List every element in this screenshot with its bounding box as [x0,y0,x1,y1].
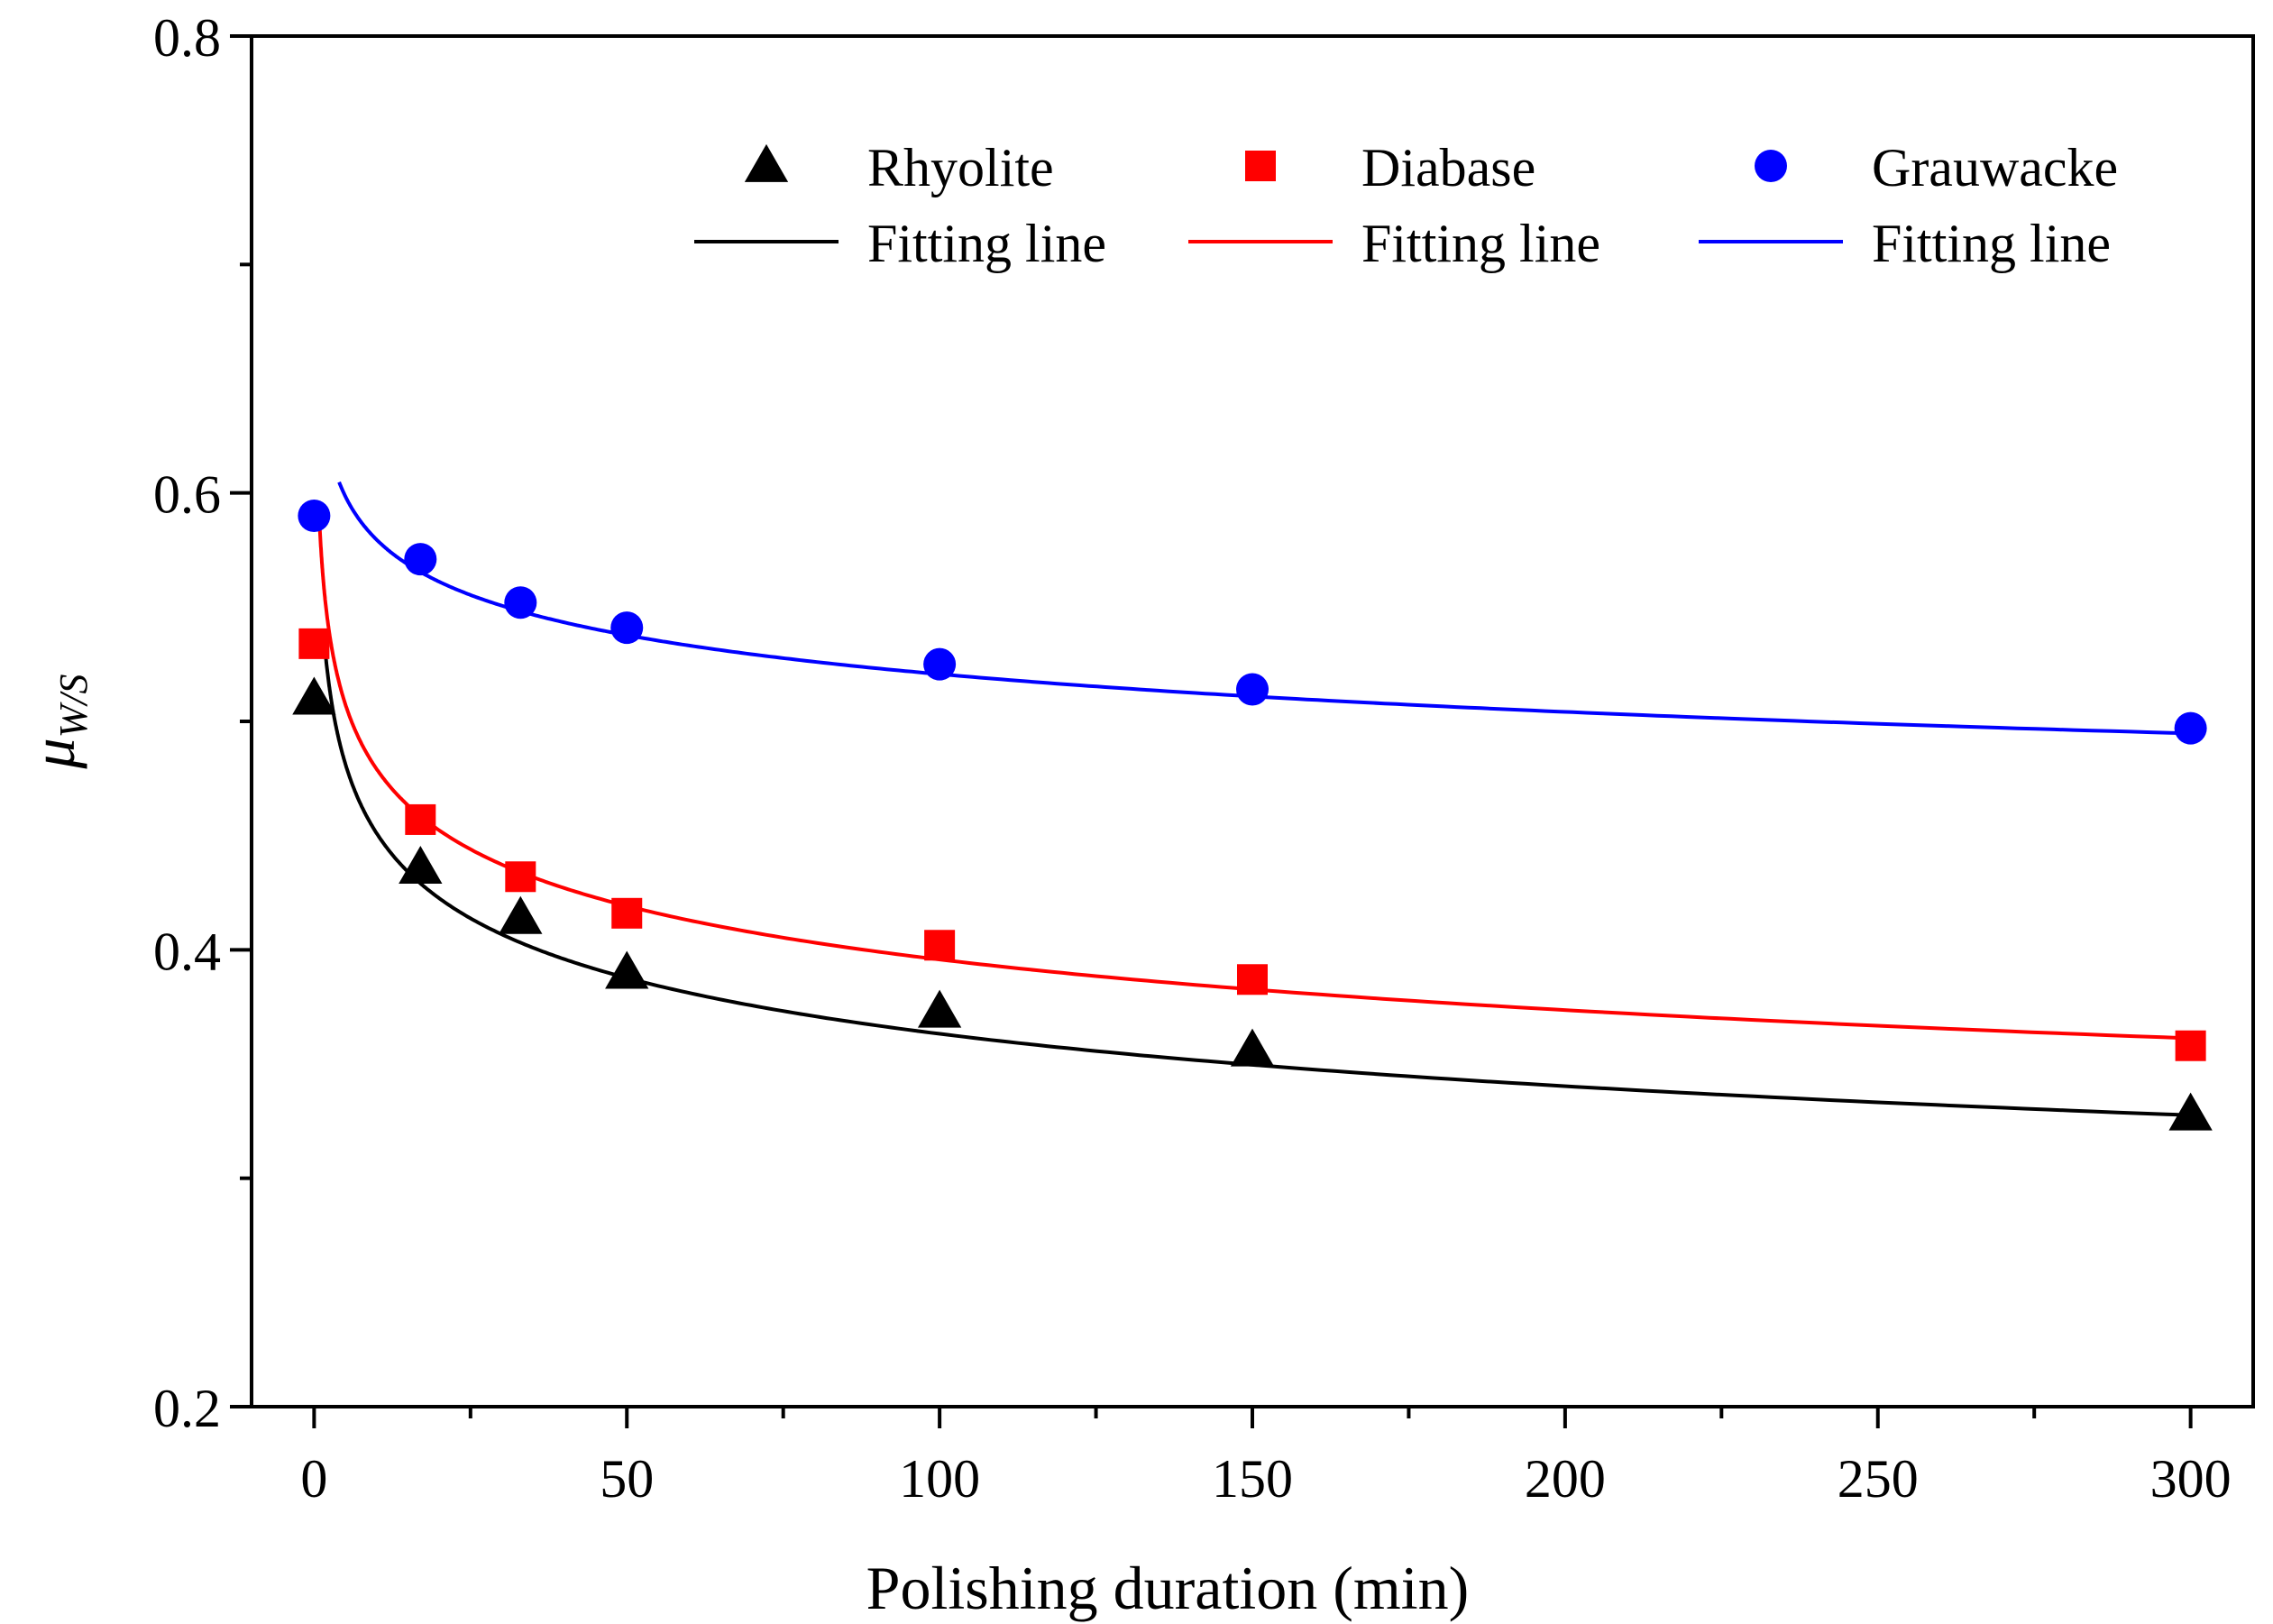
data-markers [292,500,2213,1131]
data-point-diabase [505,861,536,893]
data-point-diabase [611,897,643,929]
x-tick-label: 150 [1212,1449,1293,1509]
data-point-grauwacke [298,500,331,532]
y-tick-label: 0.4 [153,922,221,981]
x-tick-label: 200 [1525,1449,1606,1509]
y-axis: 0.2 0.4 0.6 0.8 [153,8,252,1438]
fit-line-diabase [316,513,2191,1041]
data-point-rhyolite [499,895,543,934]
y-tick-label: 0.8 [153,8,221,68]
y-tick-label: 0.6 [153,465,221,525]
legend-marker-grauwacke [1755,150,1787,182]
x-tick-label: 300 [2150,1449,2232,1509]
x-axis-title: Polishing duration (min) [866,1554,1470,1622]
data-point-diabase [924,930,956,961]
x-axis: 0 50 100 150 200 250 300 [300,1407,2232,1509]
y-axis-title: μW/S [19,674,96,769]
data-point-grauwacke [1236,673,1269,706]
x-tick-label: 0 [300,1449,327,1509]
data-point-grauwacke [2174,711,2207,745]
data-point-grauwacke [504,586,537,619]
data-point-diabase [405,803,436,835]
legend-marker-rhyolite [744,143,789,182]
y-axis-title-symbol: μ [19,738,87,769]
y-tick-label: 0.2 [153,1379,221,1438]
legend-label-diabase: Diabase [1361,138,1535,197]
data-point-rhyolite [917,989,962,1028]
data-point-diabase [298,628,330,659]
legend: Rhyolite Fitting line Diabase Fitting line G… [694,138,2118,273]
x-tick-label: 100 [899,1449,980,1509]
data-point-diabase [2175,1030,2206,1061]
legend-label-grauwacke: Grauwacke [1872,138,2118,197]
data-point-rhyolite [605,950,649,989]
data-point-grauwacke [404,543,437,576]
fit-lines [316,481,2191,1117]
data-point-rhyolite [1230,1028,1275,1067]
data-point-grauwacke [610,611,644,645]
legend-marker-diabase [1245,151,1276,181]
legend-fit-label-diabase: Fitting line [1361,214,1600,273]
legend-label-rhyolite: Rhyolite [867,138,1054,197]
data-point-rhyolite [2168,1092,2213,1131]
x-tick-label: 50 [600,1449,654,1509]
data-point-rhyolite [399,845,443,884]
data-point-diabase [1237,964,1268,996]
fit-line-rhyolite [321,631,2191,1117]
legend-fit-label-rhyolite: Fitting line [867,214,1106,273]
data-point-grauwacke [923,647,957,681]
data-point-rhyolite [292,676,336,715]
y-axis-title-subscript: W/S [51,674,96,738]
x-tick-label: 250 [1838,1449,1919,1509]
legend-fit-label-grauwacke: Fitting line [1872,214,2111,273]
